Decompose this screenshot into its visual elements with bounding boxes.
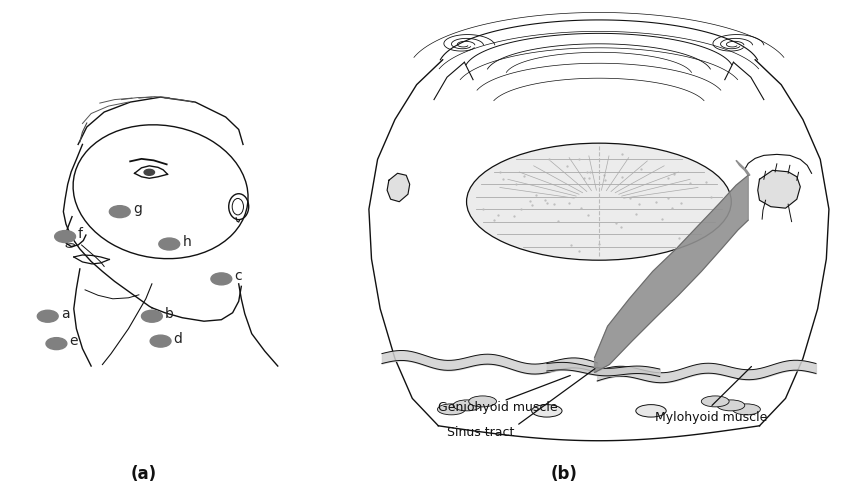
Ellipse shape xyxy=(453,400,481,411)
Text: c: c xyxy=(234,269,242,283)
Polygon shape xyxy=(758,170,800,208)
Polygon shape xyxy=(736,160,750,175)
Polygon shape xyxy=(595,175,748,373)
Circle shape xyxy=(46,338,67,350)
Ellipse shape xyxy=(437,404,465,415)
Circle shape xyxy=(150,335,171,347)
Ellipse shape xyxy=(717,400,745,411)
Circle shape xyxy=(144,169,155,175)
Circle shape xyxy=(109,206,130,218)
Text: Geniohyoid muscle: Geniohyoid muscle xyxy=(438,401,558,414)
Text: g: g xyxy=(133,202,141,216)
Text: h: h xyxy=(182,235,191,249)
Circle shape xyxy=(55,231,76,243)
Polygon shape xyxy=(387,173,410,202)
Ellipse shape xyxy=(469,396,496,407)
Text: f: f xyxy=(78,227,83,241)
Ellipse shape xyxy=(733,404,760,415)
Circle shape xyxy=(211,273,232,285)
Text: b: b xyxy=(165,307,174,321)
Ellipse shape xyxy=(531,404,562,417)
Circle shape xyxy=(37,310,58,322)
Ellipse shape xyxy=(467,143,731,260)
Text: Mylohyoid muscle: Mylohyoid muscle xyxy=(655,411,767,424)
Text: (a): (a) xyxy=(130,465,156,483)
Text: d: d xyxy=(174,332,182,346)
Text: (b): (b) xyxy=(551,465,577,483)
Text: e: e xyxy=(69,334,78,348)
Text: Sinus tract: Sinus tract xyxy=(447,426,515,439)
Circle shape xyxy=(159,238,180,250)
Ellipse shape xyxy=(701,396,729,407)
Text: a: a xyxy=(61,307,69,321)
Circle shape xyxy=(141,310,162,322)
Ellipse shape xyxy=(635,404,667,417)
